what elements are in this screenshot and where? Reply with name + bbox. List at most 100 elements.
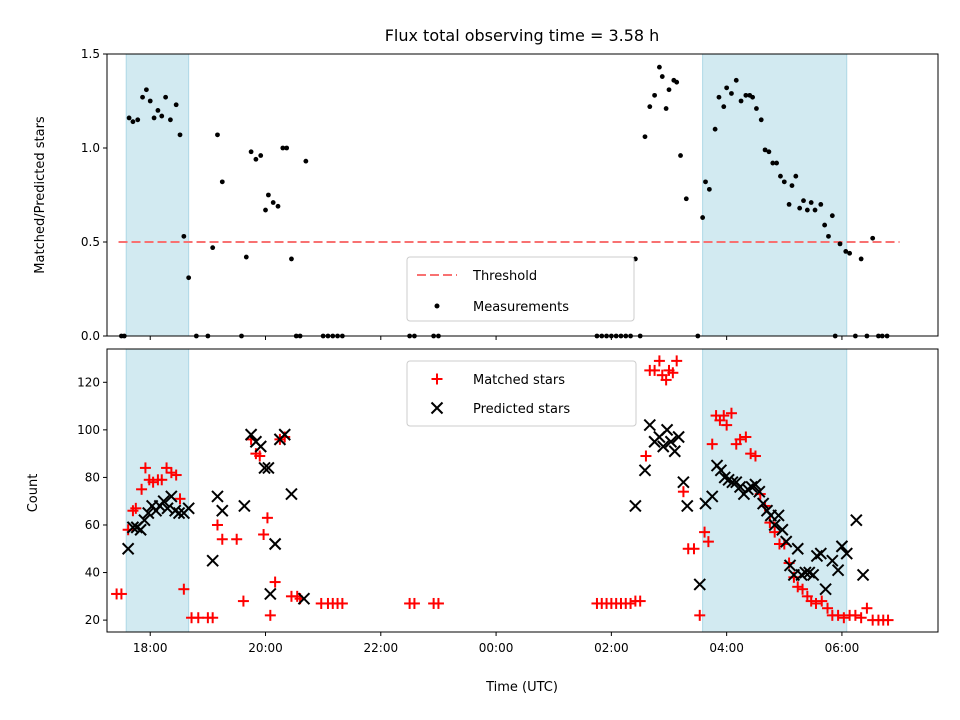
matched-star-point bbox=[139, 462, 151, 474]
measurement-point bbox=[700, 215, 706, 220]
bottom-xtick-label: 02:00 bbox=[594, 641, 629, 655]
measurement-point bbox=[762, 147, 768, 153]
legend-measurements-swatch bbox=[434, 303, 440, 309]
predicted-star-point bbox=[268, 537, 282, 551]
measurement-point bbox=[804, 207, 810, 213]
measurement-point bbox=[781, 179, 787, 185]
matched-stars-points bbox=[111, 355, 894, 626]
matched-star-point bbox=[161, 462, 173, 474]
measurement-point bbox=[674, 79, 680, 85]
measurement-point bbox=[733, 77, 739, 83]
predicted-star-point bbox=[134, 523, 147, 536]
matched-star-point bbox=[649, 364, 661, 376]
matched-star-point bbox=[174, 493, 186, 505]
predicted-star-point bbox=[285, 487, 298, 501]
measurement-point bbox=[683, 196, 689, 202]
predicted-star-point bbox=[819, 582, 832, 596]
predicted-star-point bbox=[264, 587, 277, 601]
measurement-point bbox=[163, 94, 169, 100]
measurement-point bbox=[743, 92, 749, 98]
predicted-star-point bbox=[664, 435, 678, 448]
bottom-xtick-label: 04:00 bbox=[709, 641, 744, 655]
bottom-panel: 20 40 60 80 100 120 18:00 20:00 22:00 00:00 02:00 0… bbox=[26, 348, 939, 695]
measurement-point bbox=[168, 117, 173, 123]
measurement-point bbox=[652, 92, 657, 98]
measurement-point bbox=[818, 202, 824, 207]
matched-star-point bbox=[130, 502, 142, 514]
predicted-star-point bbox=[278, 428, 291, 441]
matched-star-point bbox=[810, 597, 822, 609]
predicted-star-point bbox=[681, 499, 694, 513]
measurement-point bbox=[822, 222, 828, 228]
predicted-star-point bbox=[714, 464, 728, 477]
predicted-star-point bbox=[182, 502, 195, 515]
measurement-point bbox=[729, 91, 734, 96]
bottom-xtick-label: 06:00 bbox=[825, 641, 860, 655]
matched-star-point bbox=[797, 583, 809, 595]
measurement-point bbox=[826, 233, 831, 239]
measurement-point bbox=[754, 106, 759, 111]
predicted-star-point bbox=[768, 518, 781, 532]
measurement-point bbox=[181, 233, 187, 239]
predicted-stars-points bbox=[121, 418, 870, 605]
matched-star-point bbox=[264, 609, 276, 621]
predicted-star-point bbox=[840, 547, 853, 560]
measurement-point bbox=[724, 85, 730, 91]
measurement-point bbox=[186, 275, 192, 281]
matched-star-point bbox=[660, 374, 672, 386]
measurement-point bbox=[678, 153, 683, 158]
matched-star-point bbox=[745, 448, 757, 460]
bottom-ytick-label: 100 bbox=[77, 423, 100, 437]
predicted-star-point bbox=[121, 542, 135, 555]
predicted-star-point bbox=[831, 563, 845, 577]
predicted-star-point bbox=[749, 478, 762, 491]
measurement-point bbox=[280, 145, 286, 151]
matched-star-point bbox=[261, 512, 273, 524]
measurement-point bbox=[847, 250, 853, 256]
measurement-point bbox=[766, 149, 772, 155]
matched-star-point bbox=[211, 519, 223, 531]
matched-star-point bbox=[408, 597, 420, 609]
measurement-points bbox=[119, 64, 890, 339]
measurement-point bbox=[210, 245, 216, 251]
measurement-point bbox=[858, 256, 864, 262]
bottom-axis: 20 40 60 80 100 120 18:00 20:00 22:00 00:00 02:00 0… bbox=[77, 375, 859, 655]
matched-star-point bbox=[156, 474, 168, 486]
predicted-star-point bbox=[297, 592, 311, 605]
measurement-point bbox=[837, 241, 843, 247]
predicted-star-point bbox=[165, 490, 178, 503]
matched-star-point bbox=[805, 595, 817, 607]
bottom-ytick-label: 120 bbox=[77, 375, 100, 389]
measurement-point bbox=[770, 160, 776, 166]
predicted-star-point bbox=[677, 475, 690, 489]
predicted-star-point bbox=[643, 418, 656, 432]
measurement-point bbox=[797, 205, 803, 211]
predicted-star-point bbox=[138, 514, 151, 527]
measurement-point bbox=[270, 200, 276, 205]
top-legend: Threshold Measurements bbox=[406, 256, 635, 322]
predicted-star-point bbox=[814, 547, 828, 560]
predicted-star-point bbox=[657, 440, 670, 453]
matched-star-point bbox=[849, 609, 861, 621]
measurement-point bbox=[750, 94, 755, 100]
matched-star-point bbox=[625, 597, 637, 609]
predicted-star-point bbox=[638, 464, 652, 477]
measurement-point bbox=[642, 134, 648, 140]
bottom-xtick-label: 18:00 bbox=[133, 641, 168, 655]
matched-star-point bbox=[816, 595, 828, 607]
predicted-star-point bbox=[216, 504, 229, 517]
predicted-star-point bbox=[238, 499, 251, 513]
matched-star-point bbox=[207, 612, 219, 624]
measurement-point bbox=[703, 179, 708, 185]
matched-star-point bbox=[192, 612, 204, 624]
measurement-point bbox=[284, 145, 290, 151]
predicted-star-point bbox=[706, 490, 719, 503]
matched-star-point bbox=[170, 469, 182, 481]
measurement-point bbox=[716, 94, 722, 100]
predicted-star-point bbox=[660, 423, 674, 437]
measurement-point bbox=[159, 113, 165, 119]
measurement-point bbox=[721, 104, 727, 110]
matched-star-point bbox=[432, 597, 444, 609]
predicted-star-point bbox=[756, 497, 770, 510]
chart-title: Flux total observing time = 3.58 h bbox=[385, 26, 660, 45]
